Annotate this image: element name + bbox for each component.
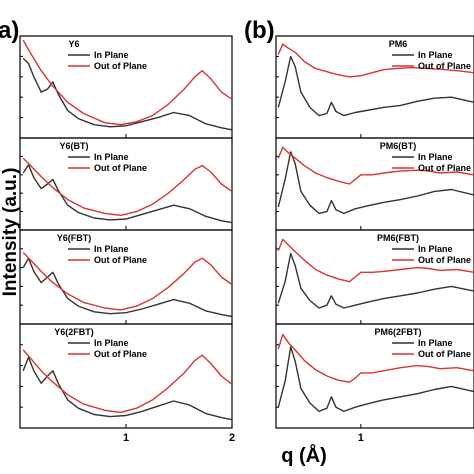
legend-label: Out of Plane (418, 255, 471, 265)
legend-label: In Plane (94, 338, 129, 348)
legend-label: In Plane (418, 338, 453, 348)
series-line-out-of-plane (277, 238, 474, 283)
legend-label: Out of Plane (94, 61, 147, 71)
series-line-out-of-plane (22, 157, 233, 216)
legend-label: In Plane (94, 244, 129, 254)
series-line-in-plane (22, 164, 233, 224)
series-line-in-plane (22, 356, 233, 421)
x-tick-label: 1 (123, 432, 129, 444)
legend-label: Out of Plane (94, 349, 147, 359)
legend-label: In Plane (94, 50, 129, 60)
series-line-in-plane (22, 57, 233, 131)
legend-label: In Plane (418, 50, 453, 60)
series-line-in-plane (277, 151, 474, 215)
legend-label: In Plane (418, 152, 453, 162)
legend-label: Out of Plane (418, 61, 471, 71)
series-line-in-plane (277, 55, 474, 117)
subplot-title: Y6 (68, 39, 79, 49)
y-axis-title: Intensity (a.u.) (0, 168, 21, 297)
series-line-in-plane (277, 346, 474, 413)
subplot-title: PM6(BT) (380, 141, 417, 151)
x-axis-title: q (Å) (281, 443, 327, 467)
series-line-out-of-plane (277, 333, 474, 383)
legend-label: Out of Plane (418, 349, 471, 359)
legend-label: Out of Plane (94, 255, 147, 265)
series-line-out-of-plane (22, 252, 233, 311)
subplot-title: Y6(2FBT) (54, 327, 94, 337)
panel-b-tag: (b) (244, 17, 275, 44)
series-line-out-of-plane (277, 43, 474, 78)
subplot-frame (275, 323, 474, 429)
legend-label: In Plane (94, 152, 129, 162)
series-line-out-of-plane (22, 39, 233, 126)
series-line-out-of-plane (277, 146, 474, 185)
subplot-title: PM6 (389, 39, 408, 49)
series-line-out-of-plane (22, 349, 233, 414)
x-tick-label: 1 (358, 432, 364, 444)
panel-a-tag: a) (0, 17, 19, 44)
subplot-title: Y6(BT) (60, 141, 89, 151)
series-line-in-plane (22, 257, 233, 318)
subplot-title: PM6(2FBT) (375, 327, 422, 337)
subplot-title: Y6(FBT) (57, 233, 92, 243)
x-tick-label: 2 (229, 432, 235, 444)
subplot-title: PM6(FBT) (377, 233, 419, 243)
legend-label: Out of Plane (94, 163, 147, 173)
legend-label: In Plane (418, 244, 453, 254)
legend-label: Out of Plane (418, 163, 471, 173)
series-line-in-plane (277, 252, 474, 309)
